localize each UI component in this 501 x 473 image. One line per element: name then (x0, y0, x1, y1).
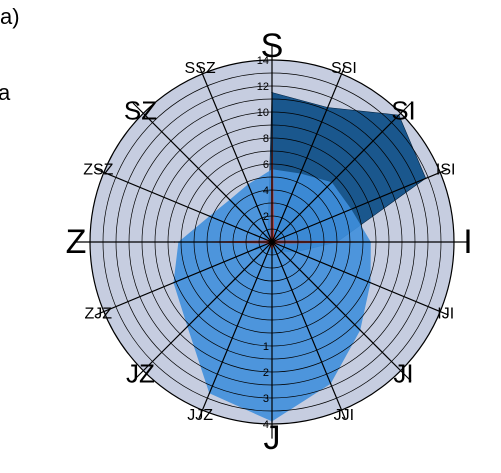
center-dot (269, 239, 275, 245)
direction-label-JJI: JJI (334, 407, 354, 424)
spoke-JJZ (198, 241, 273, 419)
radial-tick-lower-2: 2 (263, 367, 269, 379)
spoke-SZ (132, 102, 273, 243)
spoke-IJI (271, 241, 449, 316)
panel-label: a) (0, 4, 20, 29)
spoke-JZ (132, 241, 273, 382)
side-fragment-text: a (0, 80, 11, 105)
radial-tick-upper-14: 14 (257, 55, 269, 67)
direction-label-SI: SI (391, 96, 416, 126)
direction-label-SSI: SSI (331, 60, 357, 77)
direction-label-SSZ: SSZ (185, 60, 216, 77)
radial-tick-lower-4: 4 (263, 419, 269, 431)
radial-tick-upper-4: 4 (263, 185, 269, 197)
radial-tick-upper-6: 6 (263, 159, 269, 171)
direction-label-S: S (261, 27, 284, 65)
direction-label-ZSZ: ZSZ (83, 162, 113, 179)
radial-tick-upper-2: 2 (263, 211, 269, 223)
spoke-ZSZ (95, 168, 273, 243)
spoke-SI (271, 102, 412, 243)
direction-label-JZ: JZ (126, 359, 155, 389)
direction-label-Z: Z (66, 223, 87, 261)
spoke-ISI (271, 168, 449, 243)
direction-label-SZ: SZ (124, 96, 157, 126)
direction-label-I: I (463, 223, 472, 261)
spoke-SSZ (198, 65, 273, 243)
direction-label-JJZ: JJZ (187, 407, 213, 424)
radial-tick-upper-10: 10 (257, 107, 269, 119)
direction-label-ISI: ISI (436, 162, 456, 179)
direction-label-JI: JI (393, 359, 413, 389)
direction-label-IJI: IJI (437, 305, 454, 322)
spoke-SSI (271, 65, 346, 243)
radial-tick-lower-3: 3 (263, 393, 269, 405)
radial-tick-lower-1: 1 (263, 341, 269, 353)
direction-label-J: J (264, 419, 281, 457)
spoke-ZJZ (95, 241, 273, 316)
spoke-JJI (271, 241, 346, 419)
direction-label-ZJZ: ZJZ (85, 305, 113, 322)
radial-tick-upper-12: 12 (257, 81, 269, 93)
spoke-JI (271, 241, 412, 382)
radial-tick-upper-8: 8 (263, 133, 269, 145)
